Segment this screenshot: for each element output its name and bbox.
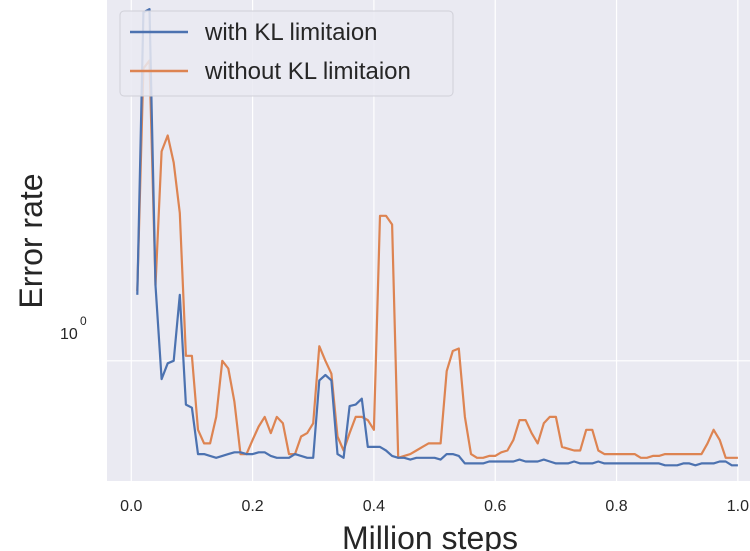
- y-tick-label-exponent: 0: [80, 314, 87, 328]
- series-line-without-kl: [136, 59, 738, 459]
- x-tick-label: 0.4: [363, 498, 385, 515]
- y-axis-tick: 10 0: [60, 314, 87, 343]
- x-tick-label: 0.6: [484, 498, 506, 515]
- legend-label-with-kl: with KL limitaion: [204, 19, 378, 46]
- y-tick-label-base: 10: [60, 326, 78, 343]
- x-tick-label: 0.8: [605, 498, 627, 515]
- series-line-with-kl: [136, 8, 738, 467]
- legend: with KL limitaion without KL limitaion: [119, 10, 454, 97]
- x-axis-label: Million steps: [342, 520, 518, 551]
- legend-label-without-kl: without KL limitaion: [204, 58, 411, 85]
- y-axis-label: Error rate: [13, 173, 49, 308]
- x-tick-label: 1.0: [727, 498, 749, 515]
- series-layer: [136, 8, 738, 467]
- x-axis-ticks: 0.0 0.2 0.4 0.6 0.8 1.0: [120, 498, 749, 515]
- x-tick-label: 0.0: [120, 498, 142, 515]
- legend-box: [119, 10, 454, 97]
- x-tick-label: 0.2: [241, 498, 263, 515]
